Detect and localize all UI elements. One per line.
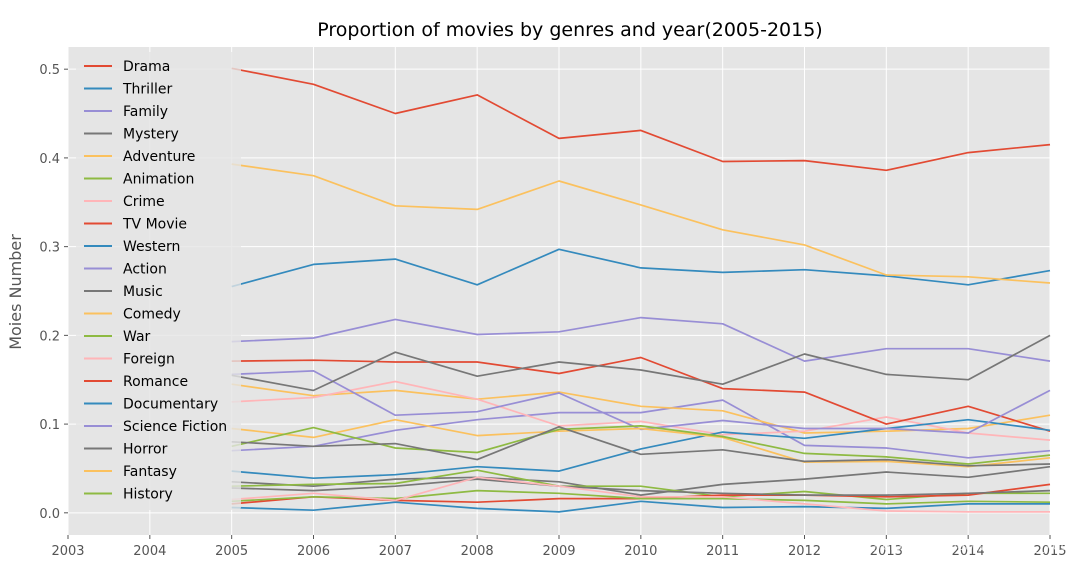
legend-label: Western: [123, 239, 180, 255]
y-tick-label: 0.1: [39, 418, 60, 433]
series-line-science-fiction: [231, 370, 1051, 434]
legend-label: Adventure: [123, 149, 195, 165]
legend-label: Crime: [123, 194, 165, 210]
series-line-fantasy: [231, 418, 1051, 468]
legend-label: Documentary: [123, 397, 218, 413]
series-line-comedy: [231, 163, 1051, 284]
legend-label: Comedy: [123, 307, 181, 323]
y-tick-label: 0.5: [39, 63, 60, 78]
series-line-western: [231, 500, 1050, 513]
legend-label: History: [123, 487, 173, 503]
x-tick-label: 2013: [870, 544, 903, 559]
y-axis-label: Moies Number: [6, 234, 25, 350]
legend-label: TV Movie: [122, 217, 187, 233]
series-line-family: [231, 399, 1051, 459]
x-tick-label: 2012: [788, 544, 821, 559]
x-tick-label: 2007: [379, 544, 412, 559]
x-axis: 2003 2004 2005 2006 2007 2008 2009 2010 2011 2012…: [51, 535, 1067, 559]
x-tick-label: 2014: [952, 544, 985, 559]
x-tick-label: 2004: [133, 544, 166, 559]
legend-label: Science Fiction: [123, 419, 227, 435]
legend-label: Thriller: [122, 82, 172, 98]
y-tick-label: 0.4: [39, 152, 60, 167]
legend-label: Drama: [123, 59, 170, 75]
legend-label: Horror: [123, 442, 168, 458]
legend-label: Family: [123, 104, 168, 120]
chart-title: Proportion of movies by genres and year(…: [317, 19, 822, 41]
series-line-crime: [231, 380, 1051, 441]
legend-label: Action: [123, 262, 167, 278]
series-line-animation: [231, 469, 1050, 501]
series-line-music: [231, 478, 1051, 496]
legend-label: Music: [123, 284, 163, 300]
legend-label: Foreign: [123, 352, 175, 368]
legend: Drama Thriller Family Mystery Adventure Anima…: [76, 52, 241, 510]
y-axis: 0.0 0.1 0.2 0.3 0.4 0.5: [39, 63, 68, 522]
x-tick-label: 2008: [461, 544, 494, 559]
series-line-horror: [231, 334, 1051, 392]
watermark: https://blog.csdn.net/weixin_4__7607: [835, 539, 1077, 554]
x-tick-label: 2006: [297, 544, 330, 559]
series-line-romance: [231, 356, 1051, 433]
y-tick-label: 0.2: [39, 329, 60, 344]
x-tick-label: 2015: [1033, 544, 1066, 559]
y-tick-label: 0.3: [39, 241, 60, 256]
series-line-unlabeled-20: [231, 425, 1051, 467]
legend-frame: [76, 52, 241, 510]
legend-label: Mystery: [123, 127, 179, 143]
x-tick-label: 2010: [624, 544, 657, 559]
series-line-thriller: [231, 248, 1051, 288]
x-tick-label: 2003: [51, 544, 84, 559]
x-tick-label: 2009: [542, 544, 575, 559]
series-lines: [231, 67, 1051, 513]
legend-label: Romance: [123, 374, 188, 390]
series-line-action: [231, 316, 1051, 362]
x-tick-label: 2005: [215, 544, 248, 559]
series-line-drama: [231, 67, 1051, 172]
legend-label: War: [123, 329, 151, 345]
series-line-documentary: [231, 418, 1051, 480]
legend-label: Animation: [123, 172, 194, 188]
legend-label: Fantasy: [123, 464, 177, 480]
x-tick-label: 2011: [706, 544, 739, 559]
series-line-foreign: [231, 476, 1050, 513]
series-line-mystery: [231, 465, 1051, 496]
y-tick-label: 0.0: [39, 507, 60, 522]
series-line-history: [231, 425, 1051, 465]
